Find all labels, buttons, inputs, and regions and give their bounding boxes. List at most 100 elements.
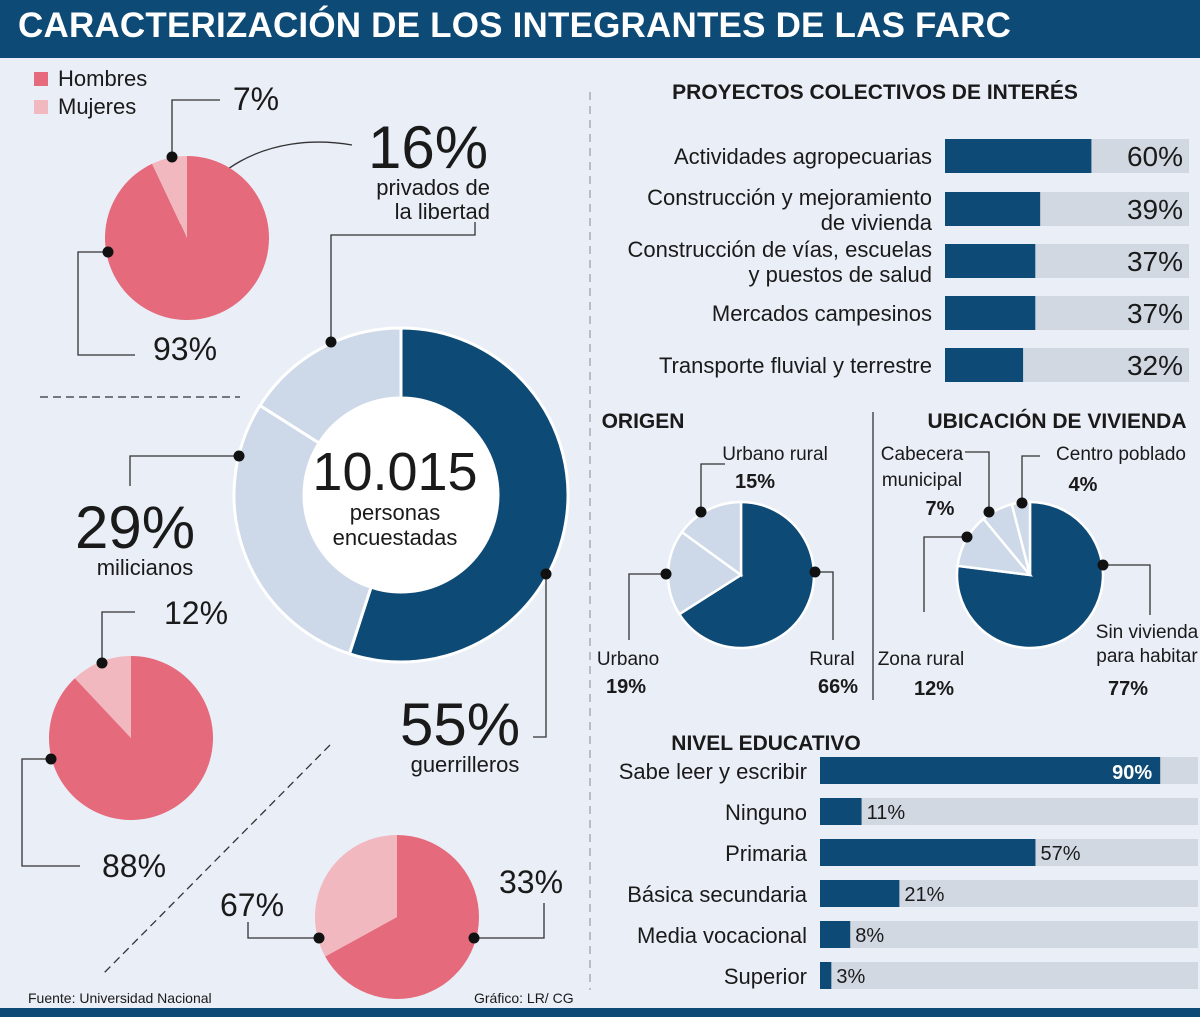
footer-credit: Gráfico: LR/ CG <box>474 990 574 1006</box>
educacion-value-5: 3% <box>836 966 865 988</box>
header-bar: CARACTERIZACIÓN DE LOS INTEGRANTES DE LA… <box>0 0 1200 58</box>
proyectos-value-4: 32% <box>1127 350 1183 381</box>
legend-female-swatch <box>34 100 48 114</box>
proyectos-category-3: Mercados campesinos <box>712 301 932 326</box>
callout-dot-vivienda-cabecera <box>983 506 995 518</box>
vivienda-sin-label: para habitar <box>1096 646 1198 667</box>
callout-line-privados <box>330 222 476 342</box>
callout-dot-origen-rural <box>809 566 821 578</box>
milicianos-mujeres-percent: 12% <box>164 595 228 631</box>
privados-percent: 16% <box>368 114 488 181</box>
educacion-value-2: 57% <box>1040 843 1080 865</box>
educacion-bar-3 <box>820 880 900 907</box>
callout-dot-privados-mujeres <box>166 151 178 163</box>
proyectos-value-1: 39% <box>1127 194 1183 225</box>
privados-label: privados de <box>376 175 490 200</box>
callout-line-vivienda-centro <box>1021 455 1040 503</box>
educacion-bar-bg-5 <box>820 962 1198 989</box>
educacion-category-4: Media vocacional <box>637 923 807 948</box>
callout-line-milicianos-hombres <box>21 758 80 867</box>
donut-center-text: encuestadas <box>333 525 458 550</box>
callout-dot-guerrilleros-mujeres <box>468 932 480 944</box>
callout-line-origen-urbano-rural <box>700 463 725 512</box>
vivienda-sin-value: 77% <box>1108 678 1148 700</box>
pie-slice-gender-privados-mujeres <box>152 156 187 238</box>
donut-center <box>305 399 497 591</box>
vivienda-zona-rural-value: 12% <box>914 678 954 700</box>
milicianos-hombres-percent: 88% <box>102 848 166 884</box>
educacion-bar-2 <box>820 839 1036 866</box>
donut-center-value: 10.015 <box>312 442 477 502</box>
callout-line-privados-mujeres <box>171 99 220 157</box>
proyectos-title: PROYECTOS COLECTIVOS DE INTERÉS <box>672 81 1078 104</box>
proyectos-value-2: 37% <box>1127 246 1183 277</box>
origen-rural-label: Rural <box>809 649 854 670</box>
educacion-category-1: Ninguno <box>725 800 807 825</box>
proyectos-bar-3 <box>945 296 1036 330</box>
origen-slice-urbano-rural <box>680 500 743 578</box>
callout-line-vivienda-sin <box>1103 564 1151 615</box>
guerrilleros-label: guerrilleros <box>411 752 520 777</box>
pie-slice-gender-milicianos-mujeres <box>74 656 131 738</box>
milicianos-label: milicianos <box>97 555 194 580</box>
privados-hombres-percent: 93% <box>153 331 217 367</box>
educacion-bar-1 <box>820 798 862 825</box>
callout-dot-milicianos-hombres <box>45 753 57 765</box>
callout-line-origen-rural <box>815 571 834 640</box>
educacion-category-0: Sabe leer y escribir <box>619 759 807 784</box>
page-title: CARACTERIZACIÓN DE LOS INTEGRANTES DE LA… <box>18 6 1012 45</box>
dashed-separator-diagonal <box>101 744 331 976</box>
educacion-category-2: Primaria <box>725 841 808 866</box>
proyectos-category-1: Construcción y mejoramiento <box>647 185 932 210</box>
callout-line-guerrilleros-mujeres <box>474 903 545 939</box>
callout-dot-privados-hombres <box>102 246 114 258</box>
educacion-title: NIVEL EDUCATIVO <box>671 732 860 755</box>
callout-dot-origen-urbano-rural <box>695 506 707 518</box>
vivienda-title: UBICACIÓN DE VIVIENDA <box>927 409 1186 433</box>
pie-slice-gender-privados-hombres <box>104 156 269 320</box>
origen-title: ORIGEN <box>602 410 685 433</box>
callout-dot-origen-urbano <box>660 568 672 580</box>
origen-urbano-label: Urbano <box>597 649 659 670</box>
vivienda-zona-rural-label: Zona rural <box>878 649 965 670</box>
legend-female-label: Mujeres <box>58 94 136 119</box>
origen-urbano-value: 19% <box>606 676 646 698</box>
proyectos-bar-4 <box>945 348 1024 382</box>
privados-label: la libertad <box>395 199 490 224</box>
origen-slice-rural <box>677 500 816 650</box>
proyectos-category-2: y puestos de salud <box>749 262 932 287</box>
proyectos-bar-1 <box>945 192 1041 226</box>
proyectos-category-2: Construcción de vías, escuelas <box>628 237 933 262</box>
donut-slice-privados-de-la-libertad <box>257 326 403 446</box>
educacion-bar-bg-1 <box>820 798 1198 825</box>
proyectos-category-4: Transporte fluvial y terrestre <box>659 353 932 378</box>
callout-line-guerrilleros <box>533 574 547 738</box>
vivienda-sin-label: Sin vivienda <box>1096 622 1199 643</box>
guerrilleros-mujeres-percent: 33% <box>499 864 563 900</box>
origen-rural-value: 66% <box>818 676 858 698</box>
guerrilleros-percent: 55% <box>400 691 520 758</box>
educacion-value-0: 90% <box>1112 762 1152 784</box>
callout-dot-vivienda-centro <box>1016 497 1028 509</box>
guerrilleros-hombres-percent: 67% <box>220 887 284 923</box>
legend-male-swatch <box>34 72 48 86</box>
pie-slice-gender-guerrilleros-hombres <box>325 835 480 1000</box>
pie-slice-gender-milicianos-hombres <box>48 656 213 820</box>
pie-slice-gender-guerrilleros-mujeres <box>315 835 397 957</box>
vivienda-cabecera-label: Cabecera <box>881 444 964 465</box>
callout-line-vivienda-cabecera <box>965 451 990 512</box>
callout-line-milicianos-mujeres <box>101 611 135 663</box>
educacion-bar-bg-4 <box>820 921 1198 948</box>
educacion-value-3: 21% <box>904 884 944 906</box>
milicianos-percent: 29% <box>75 494 195 561</box>
callout-dot-milicianos <box>233 450 245 462</box>
callout-line-privados-hombres <box>77 251 135 356</box>
educacion-value-4: 8% <box>855 925 884 947</box>
proyectos-bar-0 <box>945 139 1092 173</box>
privados-mujeres-percent: 7% <box>233 81 279 117</box>
vivienda-centro-label: Centro poblado <box>1056 444 1186 465</box>
legend-male-label: Hombres <box>58 66 147 91</box>
vivienda-cabecera-value: 7% <box>926 498 955 520</box>
proyectos-value-3: 37% <box>1127 298 1183 329</box>
